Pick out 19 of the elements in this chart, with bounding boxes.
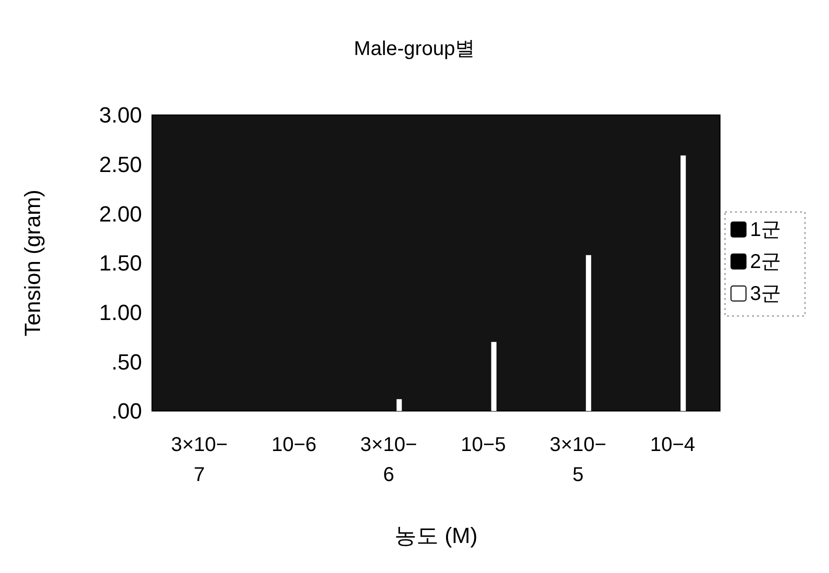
y-tick-label: .50 (111, 349, 142, 374)
legend-label: 1군 (750, 219, 782, 241)
y-tick-label: .00 (111, 398, 142, 424)
x-axis-title: 농도 (M) (394, 523, 478, 548)
legend-label: 2군 (750, 251, 782, 273)
y-axis-title: Tension (gram) (20, 190, 45, 336)
legend-label: 3군 (750, 283, 782, 305)
x-tick-label: 10−6 (271, 434, 317, 456)
x-tick-label: 10−5 (460, 434, 506, 456)
x-tick-label: 3×10−5 (550, 434, 606, 486)
y-tick-label: 3.00 (99, 102, 142, 128)
x-tick-label: 3×10−6 (360, 434, 418, 486)
x-tick-label: 10−4 (650, 434, 696, 456)
y-tick-label: 1.00 (99, 300, 142, 326)
x-tick-label: 3×10−7 (170, 434, 228, 486)
y-tick-label: 1.50 (99, 250, 142, 276)
chart-title: Male-group별 (354, 38, 476, 60)
y-tick-label: 2.00 (99, 201, 142, 226)
y-tick-label: 2.50 (99, 152, 142, 178)
